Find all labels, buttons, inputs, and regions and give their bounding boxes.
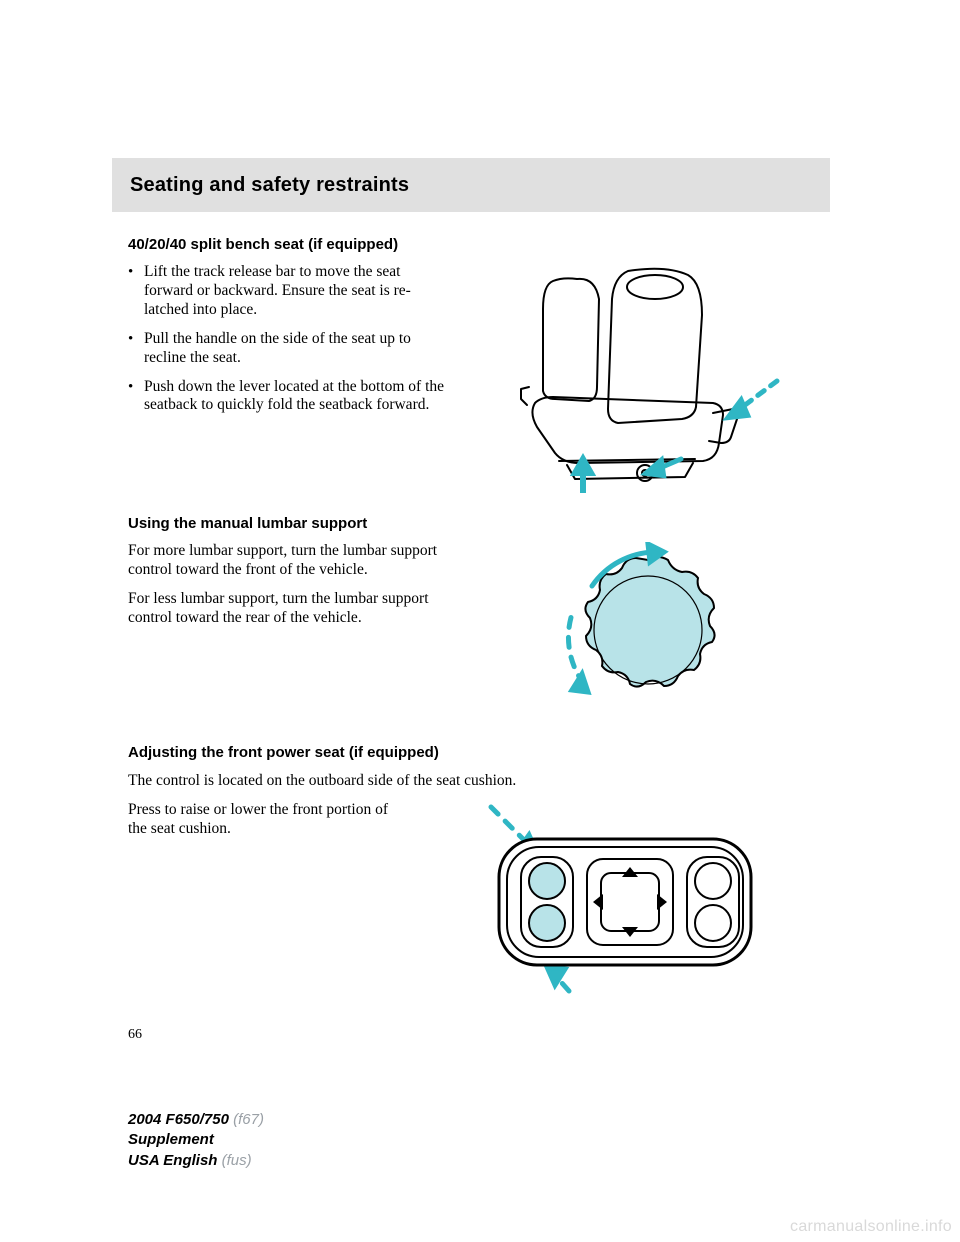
page-content: Seating and safety restraints 40/20/40 s… [128, 158, 830, 1043]
page-number: 66 [128, 1027, 830, 1043]
footer-supplement: Supplement [128, 1131, 214, 1148]
row-split-bench: Lift the track release bar to move the s… [128, 263, 830, 493]
illustration-seat [466, 263, 830, 493]
bullet-item: Pull the handle on the side of the seat … [128, 330, 448, 368]
bullet-item: Lift the track release bar to move the s… [128, 263, 448, 320]
row-lumbar: For more lumbar support, turn the lumbar… [128, 542, 830, 722]
text-col-lumbar: For more lumbar support, turn the lumbar… [128, 542, 448, 638]
footer-model: 2004 F650/750 [128, 1111, 229, 1128]
para: For more lumbar support, turn the lumbar… [128, 542, 448, 580]
text-col-power-seat: Press to raise or lower the front portio… [128, 801, 398, 849]
watermark: carmanualsonline.info [790, 1218, 952, 1236]
footer: 2004 F650/750 (f67) Supplement USA Engli… [128, 1110, 264, 1171]
footer-lang: USA English [128, 1152, 217, 1169]
illustration-switch [416, 801, 830, 1001]
subhead-split-bench: 40/20/40 split bench seat (if equipped) [128, 236, 830, 253]
para: Press to raise or lower the front portio… [128, 801, 398, 839]
seat-icon [513, 263, 783, 493]
illustration-knob [466, 542, 830, 722]
footer-line-3: USA English (fus) [128, 1151, 264, 1171]
footer-code-1: (f67) [233, 1111, 264, 1128]
power-seat-switch-icon [473, 801, 773, 1001]
text-col-split-bench: Lift the track release bar to move the s… [128, 263, 448, 425]
subhead-lumbar: Using the manual lumbar support [128, 515, 830, 532]
para: For less lumbar support, turn the lumbar… [128, 590, 448, 628]
subhead-power-seat: Adjusting the front power seat (if equip… [128, 744, 830, 761]
footer-line-1: 2004 F650/750 (f67) [128, 1110, 264, 1130]
bullet-item: Push down the lever located at the botto… [128, 378, 448, 416]
bullets-split-bench: Lift the track release bar to move the s… [128, 263, 448, 415]
para-intro: The control is located on the outboard s… [128, 771, 828, 791]
section-header-title: Seating and safety restraints [130, 174, 409, 197]
footer-code-2: (fus) [222, 1152, 252, 1169]
footer-line-2: Supplement [128, 1130, 264, 1150]
row-power-seat: Press to raise or lower the front portio… [128, 801, 830, 1001]
lumbar-knob-icon [538, 542, 758, 722]
body: 40/20/40 split bench seat (if equipped) … [128, 212, 830, 1043]
section-header: Seating and safety restraints [112, 158, 830, 212]
